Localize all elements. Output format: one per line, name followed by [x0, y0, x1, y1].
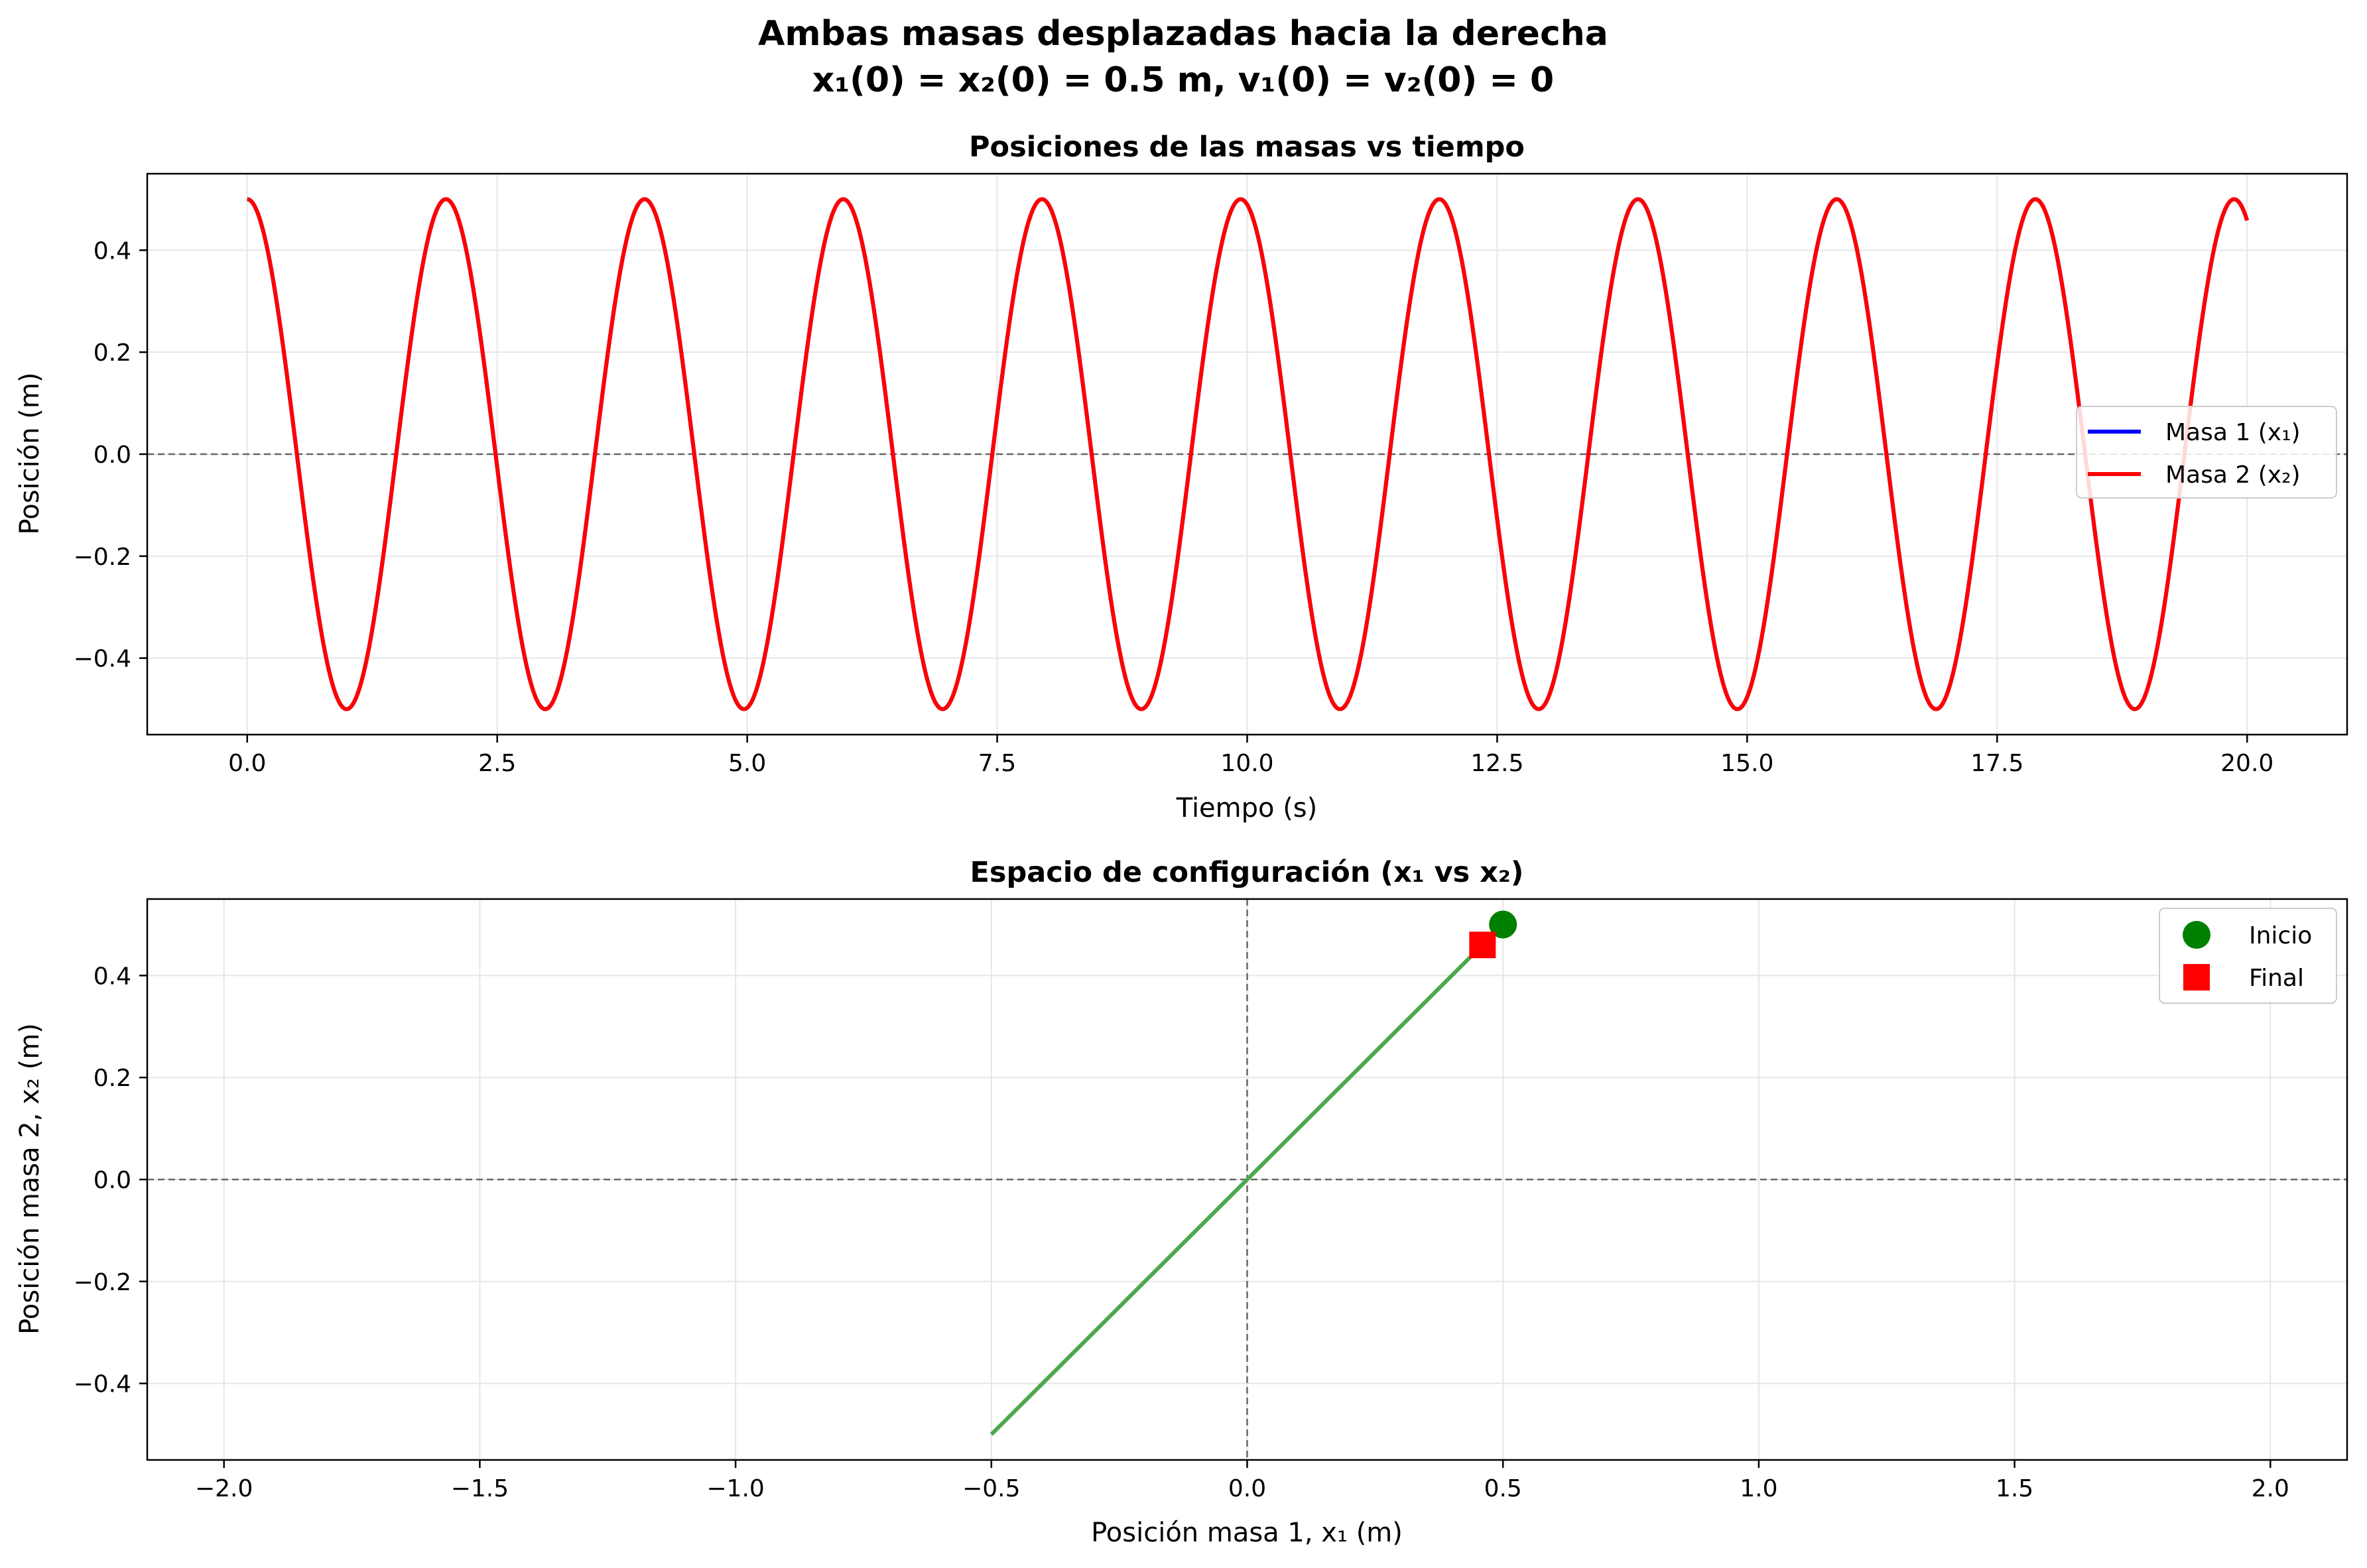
time-series-y-tick-label: 0.0 — [94, 442, 131, 469]
figure-title-line1: Ambas masas desplazadas hacia la derecha — [758, 14, 1608, 54]
configuration-space-y-axis-label: Posición masa 2, x₂ (m) — [15, 1023, 45, 1335]
time-series-y-tick-label: −0.2 — [74, 544, 131, 571]
configuration-space-y-tick-label: −0.4 — [74, 1371, 131, 1398]
configuration-space-y-tick-label: 0.4 — [94, 963, 131, 990]
time-series-x-tick-label: 15.0 — [1720, 750, 1773, 777]
legend-start-swatch — [2183, 921, 2210, 949]
time-series-y-axis-label: Posición (m) — [15, 373, 45, 535]
configuration-space-panel: Espacio de configuración (x₁ vs x₂) −2.0… — [15, 856, 2348, 1548]
time-series-x-tick-label: 0.0 — [228, 750, 266, 777]
time-series-x-tick-label: 5.0 — [728, 750, 766, 777]
time-series-x-tick-label: 20.0 — [2220, 750, 2273, 777]
legend-end-swatch — [2183, 964, 2210, 991]
time-series-x-tick-label: 10.0 — [1220, 750, 1273, 777]
configuration-space-x-tick-label: 1.5 — [1996, 1475, 2033, 1502]
configuration-space-y-ticks: −0.4 −0.2 0.0 0.2 0.4 — [74, 963, 147, 1398]
configuration-space-y-tick-label: 0.0 — [94, 1167, 131, 1194]
time-series-y-tick-label: −0.4 — [74, 646, 131, 673]
end-marker — [1469, 932, 1496, 959]
figure-title-line2: x₁(0) = x₂(0) = 0.5 m, v₁(0) = v₂(0) = 0 — [812, 60, 1554, 100]
configuration-space-x-ticks: −2.0 −1.5 −1.0 −0.5 0.0 0.5 1.0 1.5 2.0 — [195, 1460, 2289, 1502]
configuration-space-x-tick-label: −1.0 — [706, 1475, 764, 1502]
legend-mass-2-label: Masa 2 (x₂) — [2165, 461, 2301, 489]
configuration-space-y-tick-label: −0.2 — [74, 1269, 131, 1296]
time-series-x-tick-label: 7.5 — [978, 750, 1016, 777]
time-series-legend-box — [2076, 406, 2337, 499]
time-series-legend: Masa 1 (x₁) Masa 2 (x₂) — [2076, 406, 2337, 499]
configuration-space-y-tick-label: 0.2 — [94, 1065, 131, 1092]
start-marker — [1489, 910, 1517, 939]
configuration-space-x-tick-label: 0.0 — [1228, 1475, 1266, 1502]
time-series-y-tick-label: 0.4 — [94, 237, 131, 265]
configuration-space-x-tick-label: 0.5 — [1484, 1475, 1522, 1502]
time-series-panel: Posiciones de las masas vs tiempo 0.0 2.5… — [15, 131, 2348, 823]
legend-start-label: Inicio — [2249, 922, 2312, 949]
series-mass-2-line — [245, 197, 2250, 711]
configuration-space-x-axis-label: Posición masa 1, x₁ (m) — [1091, 1518, 1403, 1548]
time-series-x-ticks: 0.0 2.5 5.0 7.5 10.0 12.5 15.0 17.5 20.0 — [228, 735, 2273, 777]
configuration-space-title: Espacio de configuración (x₁ vs x₂) — [970, 856, 1524, 889]
configuration-space-x-tick-label: 2.0 — [2252, 1475, 2289, 1502]
configuration-space-x-tick-label: −2.0 — [195, 1475, 253, 1502]
time-series-y-ticks: −0.4 −0.2 0.0 0.2 0.4 — [74, 237, 147, 673]
legend-end-label: Final — [2249, 965, 2304, 992]
configuration-space-legend: Inicio Final — [2159, 908, 2337, 1004]
time-series-y-tick-label: 0.2 — [94, 339, 131, 367]
time-series-x-tick-label: 12.5 — [1470, 750, 1523, 777]
time-series-x-tick-label: 2.5 — [478, 750, 516, 777]
time-series-title: Posiciones de las masas vs tiempo — [969, 131, 1525, 164]
time-series-x-axis-label: Tiempo (s) — [1176, 793, 1318, 823]
time-series-x-tick-label: 17.5 — [1970, 750, 2023, 777]
legend-mass-1-label: Masa 1 (x₁) — [2165, 419, 2301, 446]
configuration-trajectory-line — [990, 923, 1505, 1436]
configuration-space-x-tick-label: 1.0 — [1740, 1475, 1777, 1502]
configuration-space-x-tick-label: −1.5 — [451, 1475, 509, 1502]
configuration-space-x-tick-label: −0.5 — [962, 1475, 1020, 1502]
